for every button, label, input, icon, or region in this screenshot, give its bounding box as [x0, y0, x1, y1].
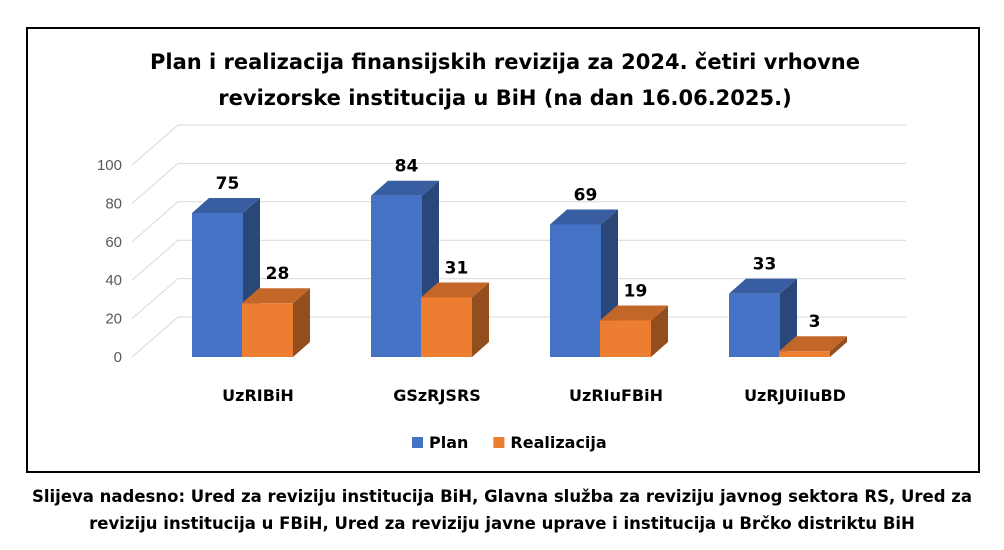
- y-tick-label: 60: [105, 234, 122, 251]
- data-label: 75: [216, 174, 240, 194]
- chart-frame: Plan i realizacija finansijskih revizija…: [26, 27, 980, 473]
- data-label: 3: [809, 312, 821, 332]
- bar-plan-3: [729, 293, 780, 357]
- bar-side-realizacija-0: [293, 288, 310, 357]
- gridline-depth: [131, 278, 179, 319]
- gridline-depth: [131, 124, 179, 166]
- gridline-depth: [131, 239, 179, 281]
- bar-top-plan-0: [192, 198, 260, 213]
- bar-realizacija-2: [600, 320, 651, 357]
- data-label: 19: [624, 282, 648, 302]
- y-tick-label: 80: [105, 195, 122, 212]
- category-labels: UzRIBiH GSzRJSRS UzRIuFBiH UzRJUiIuBD: [222, 386, 846, 405]
- bar-plan-1: [371, 195, 422, 357]
- bar-plan-0: [192, 213, 243, 357]
- chart-title-line-2: revizorske institucija u BiH (na dan 16.…: [218, 86, 791, 110]
- bar-realizacija-1: [421, 297, 472, 357]
- data-label: 69: [574, 186, 598, 206]
- category-label: UzRIBiH: [222, 386, 294, 405]
- bar-top-realizacija-2: [600, 305, 668, 321]
- category-label: GSzRJSRS: [393, 386, 481, 405]
- bar-side-realizacija-2: [651, 305, 668, 357]
- bar-top-realizacija-1: [421, 282, 489, 298]
- legend-swatch-realizacija: [493, 437, 505, 448]
- y-tick-label: 100: [97, 157, 122, 174]
- gridline-depth: [131, 163, 179, 204]
- data-label: 31: [445, 258, 469, 278]
- bar-side-realizacija-1: [472, 282, 489, 357]
- bar-realizacija-3: [779, 351, 830, 357]
- legend-swatch-plan: [412, 437, 423, 448]
- data-label: 28: [266, 264, 290, 284]
- category-label: UzRIuFBiH: [569, 386, 663, 405]
- bars: [192, 180, 847, 357]
- data-label: 84: [395, 157, 419, 177]
- bar-top-realizacija-3: [779, 336, 847, 352]
- chart-svg: Plan i realizacija finansijskih revizija…: [97, 50, 906, 452]
- gridline-depth: [131, 316, 179, 358]
- y-tick-label: 40: [105, 272, 122, 289]
- y-tick-label: 20: [105, 311, 122, 328]
- bar-realizacija-0: [242, 303, 293, 357]
- legend-label: Realizacija: [510, 433, 606, 452]
- caption-line-2: reviziju institucija u FBiH, Ured za rev…: [89, 514, 915, 533]
- bar-side-plan-3: [780, 278, 797, 357]
- chart-title-line-1: Plan i realizacija finansijskih revizija…: [150, 50, 860, 74]
- data-label: 33: [753, 255, 777, 275]
- legend: Plan Realizacija: [412, 433, 607, 452]
- bar-top-plan-3: [729, 278, 797, 294]
- bar-top-plan-1: [371, 180, 439, 196]
- y-axis-ticks: 0 20 40 60 80 100: [97, 157, 122, 366]
- figure-caption: Slijeva nadesno: Ured za reviziju instit…: [0, 483, 1004, 537]
- gridline-depth: [131, 201, 179, 243]
- bar-top-plan-2: [550, 209, 618, 225]
- y-tick-label: 0: [114, 349, 122, 366]
- bar-side-realizacija-3: [830, 336, 847, 357]
- category-label: UzRJUiIuBD: [744, 386, 846, 405]
- bar-top-realizacija-0: [242, 288, 310, 304]
- legend-label: Plan: [429, 433, 468, 452]
- bar-plan-2: [550, 224, 601, 357]
- caption-line-1: Slijeva nadesno: Ured za reviziju instit…: [31, 487, 973, 506]
